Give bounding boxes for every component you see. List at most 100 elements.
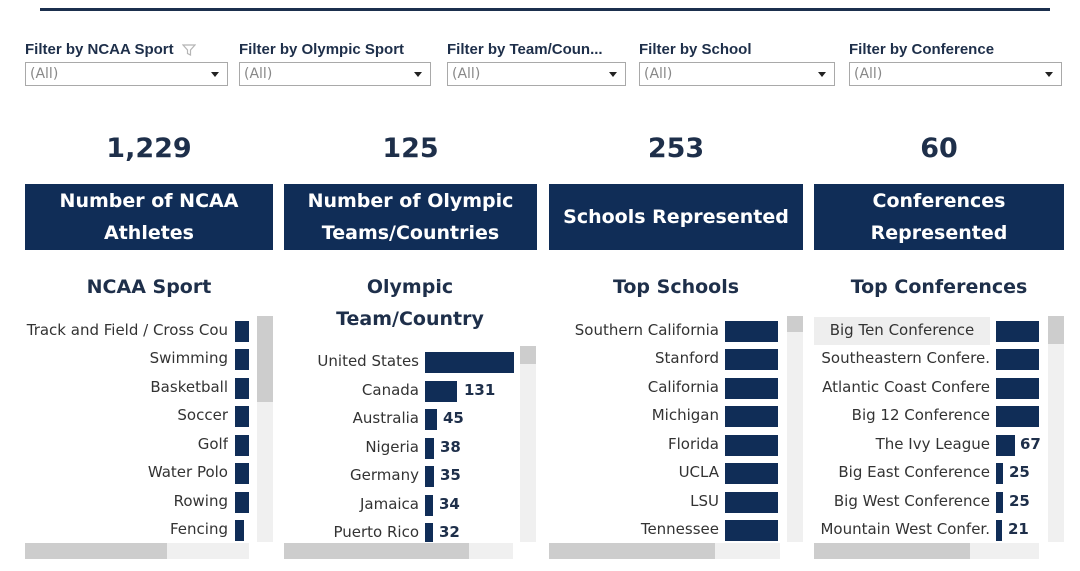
- list-item[interactable]: Stanford: [549, 345, 785, 373]
- list-item[interactable]: Big East Conference 25: [814, 459, 1046, 487]
- list-item[interactable]: Jamaica 34: [284, 491, 520, 519]
- item-label: Golf: [197, 435, 228, 453]
- list-item[interactable]: Michigan: [549, 402, 785, 430]
- list-item[interactable]: Australia 45: [284, 405, 520, 433]
- ncaa-sport-list[interactable]: Track and Field / Cross Cou Swimming Bas…: [25, 314, 275, 542]
- scrollbar-thumb[interactable]: [257, 316, 273, 402]
- scrollbar-thumb[interactable]: [1048, 316, 1064, 344]
- list-item[interactable]: Mountain West Confer. 21: [814, 516, 1046, 542]
- olympic-team-vertical-scrollbar[interactable]: [520, 346, 536, 542]
- list-item[interactable]: Canada 131: [284, 377, 520, 405]
- list-item[interactable]: Basketball: [25, 374, 257, 402]
- scrollbar-thumb[interactable]: [520, 346, 536, 364]
- list-item[interactable]: Tennessee: [549, 516, 785, 542]
- item-bar[interactable]: [235, 321, 249, 342]
- list-item[interactable]: Germany 35: [284, 462, 520, 490]
- item-label: Puerto Rico: [333, 523, 419, 541]
- item-bar[interactable]: [996, 349, 1039, 370]
- item-bar[interactable]: [425, 381, 457, 402]
- kpi-olympic-teams-label: Number of Olympic Teams/Countries: [284, 184, 537, 250]
- top-schools-vertical-scrollbar[interactable]: [787, 316, 803, 542]
- list-item[interactable]: United States: [284, 348, 520, 376]
- top-conferences-list[interactable]: Big Ten Conference Southeastern Confere.…: [814, 314, 1066, 542]
- olympic-sport-dropdown[interactable]: (All): [239, 62, 431, 86]
- item-bar[interactable]: [425, 523, 433, 542]
- list-item[interactable]: Water Polo: [25, 459, 257, 487]
- item-bar[interactable]: [725, 492, 778, 513]
- list-item[interactable]: Atlantic Coast Confere: [814, 374, 1046, 402]
- top-schools-list[interactable]: Southern California Stanford California …: [549, 314, 805, 542]
- olympic-team-list[interactable]: United States Canada 131 Australia 45 Nige…: [284, 346, 539, 542]
- item-bar[interactable]: [425, 466, 434, 487]
- dropdown-value: (All): [30, 66, 59, 82]
- item-bar[interactable]: [996, 378, 1039, 399]
- list-item[interactable]: Swimming: [25, 345, 257, 373]
- list-item[interactable]: Soccer: [25, 402, 257, 430]
- item-value: 67: [1020, 435, 1041, 453]
- top-conferences-horizontal-scrollbar[interactable]: [814, 543, 1039, 559]
- item-label: Nigeria: [365, 438, 419, 456]
- item-label: Big 12 Conference: [851, 406, 990, 424]
- item-bar[interactable]: [996, 520, 1002, 541]
- item-bar[interactable]: [996, 463, 1003, 484]
- ncaa-sport-vertical-scrollbar[interactable]: [257, 316, 273, 542]
- scrollbar-thumb[interactable]: [787, 316, 803, 332]
- scrollbar-thumb[interactable]: [549, 543, 715, 559]
- item-bar[interactable]: [725, 520, 778, 541]
- list-item[interactable]: Big 12 Conference: [814, 402, 1046, 430]
- item-bar[interactable]: [425, 495, 433, 516]
- item-bar[interactable]: [235, 378, 249, 399]
- panel-title-ncaa-sport: NCAA Sport: [86, 276, 212, 298]
- item-bar[interactable]: [725, 463, 778, 484]
- list-item[interactable]: UCLA: [549, 459, 785, 487]
- list-item[interactable]: Big Ten Conference: [814, 317, 1046, 345]
- scrollbar-thumb[interactable]: [814, 543, 970, 559]
- item-bar[interactable]: [235, 492, 249, 513]
- item-bar[interactable]: [235, 349, 249, 370]
- item-bar[interactable]: [425, 352, 514, 373]
- list-item[interactable]: The Ivy League 67: [814, 431, 1046, 459]
- filter-funnel-icon[interactable]: [181, 44, 196, 57]
- list-item[interactable]: California: [549, 374, 785, 402]
- scrollbar-thumb[interactable]: [25, 543, 167, 559]
- item-bar[interactable]: [725, 378, 778, 399]
- item-bar[interactable]: [996, 435, 1015, 456]
- item-bar[interactable]: [425, 409, 437, 430]
- item-label: Florida: [667, 435, 719, 453]
- ncaa-sport-horizontal-scrollbar[interactable]: [25, 543, 249, 559]
- item-bar[interactable]: [425, 438, 434, 459]
- list-item[interactable]: Rowing: [25, 488, 257, 516]
- top-conferences-vertical-scrollbar[interactable]: [1048, 316, 1064, 542]
- team-country-dropdown[interactable]: (All): [447, 62, 626, 86]
- dropdown-arrow-icon: [1045, 72, 1053, 77]
- conference-dropdown[interactable]: (All): [849, 62, 1062, 86]
- item-bar[interactable]: [725, 349, 778, 370]
- list-item[interactable]: Southeastern Confere.: [814, 345, 1046, 373]
- scrollbar-thumb[interactable]: [284, 543, 469, 559]
- list-item[interactable]: Golf: [25, 431, 257, 459]
- item-bar[interactable]: [725, 406, 778, 427]
- list-item[interactable]: Puerto Rico 32: [284, 519, 520, 542]
- school-dropdown[interactable]: (All): [639, 62, 835, 86]
- item-bar[interactable]: [996, 406, 1039, 427]
- panel-title-olympic-team: Olympic Team/Country: [336, 276, 484, 330]
- top-schools-horizontal-scrollbar[interactable]: [549, 543, 780, 559]
- list-item[interactable]: Nigeria 38: [284, 434, 520, 462]
- item-bar[interactable]: [725, 435, 778, 456]
- olympic-team-horizontal-scrollbar[interactable]: [284, 543, 513, 559]
- item-bar[interactable]: [996, 321, 1039, 342]
- item-bar[interactable]: [235, 435, 249, 456]
- item-bar[interactable]: [235, 463, 249, 484]
- list-item[interactable]: LSU: [549, 488, 785, 516]
- item-bar[interactable]: [235, 520, 244, 541]
- list-item[interactable]: Big West Conference 25: [814, 488, 1046, 516]
- list-item[interactable]: Southern California: [549, 317, 785, 345]
- ncaa-sport-dropdown[interactable]: (All): [25, 62, 228, 86]
- list-item[interactable]: Track and Field / Cross Cou: [25, 317, 257, 345]
- item-bar[interactable]: [996, 492, 1003, 513]
- list-item[interactable]: Florida: [549, 431, 785, 459]
- dropdown-arrow-icon: [414, 72, 422, 77]
- list-item[interactable]: Fencing: [25, 516, 257, 542]
- item-bar[interactable]: [725, 321, 778, 342]
- item-bar[interactable]: [235, 406, 249, 427]
